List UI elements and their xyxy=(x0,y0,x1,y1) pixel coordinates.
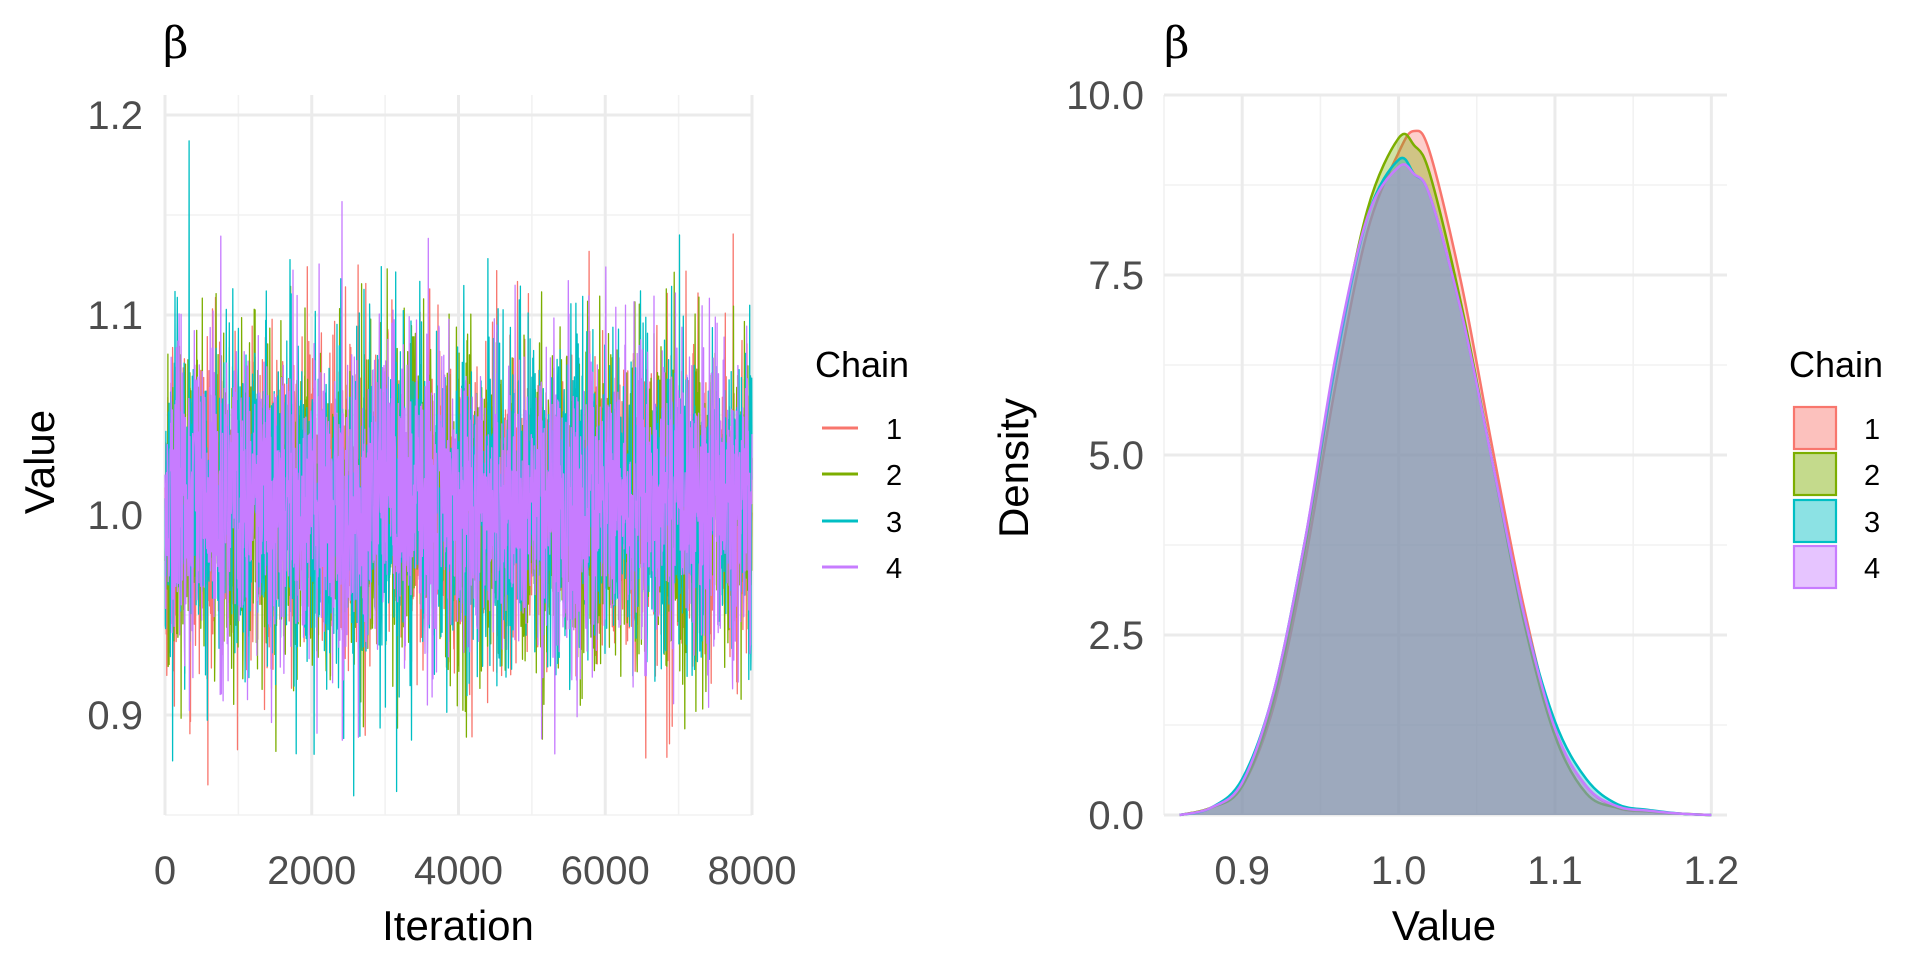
density-area-chain-1 xyxy=(1179,130,1712,816)
density-legend-item-1: 1 xyxy=(1792,405,1880,451)
density-x-tick-label: 1.2 xyxy=(1684,849,1740,893)
density-legend-key-box xyxy=(1792,451,1838,497)
trace-legend-item-1: 1 xyxy=(822,414,902,446)
trace-y-axis-title: Value xyxy=(16,410,63,514)
density-legend-item-4: 4 xyxy=(1792,544,1880,590)
density-y-tick-label: 7.5 xyxy=(1088,254,1144,298)
trace-x-tick-label: 0 xyxy=(154,849,176,893)
density-area-chain-4 xyxy=(1179,164,1712,815)
density-x-axis-title: Value xyxy=(1392,902,1496,949)
trace-plot-title: β xyxy=(163,18,188,69)
trace-line-chain-4 xyxy=(164,200,753,755)
trace-plot-panel: 0.9 1.0 1.1 1.2 0 2000 4000 6000 8000 β Iterati… xyxy=(16,18,909,949)
trace-x-tick-labels: 0 2000 4000 6000 8000 xyxy=(154,849,797,893)
density-plot-panel: 0.0 2.5 5.0 7.5 10.0 0.9 1.0 1.1 1.2 β Value De… xyxy=(990,18,1883,949)
density-x-tick-labels: 0.9 1.0 1.1 1.2 xyxy=(1214,849,1739,893)
trace-x-tick-label: 4000 xyxy=(414,849,503,893)
density-outline-chain-2 xyxy=(1179,132,1712,817)
trace-y-tick-label: 1.2 xyxy=(87,94,143,138)
density-x-tick-label: 0.9 xyxy=(1214,849,1270,893)
density-legend-label: 1 xyxy=(1864,414,1880,446)
trace-legend-title: Chain xyxy=(815,344,909,385)
density-plot-title: β xyxy=(1164,18,1189,69)
density-area-chain-2 xyxy=(1179,133,1712,816)
density-legend-label: 4 xyxy=(1864,553,1880,585)
trace-series-lines xyxy=(164,140,753,797)
density-legend-title: Chain xyxy=(1789,344,1883,385)
density-y-tick-label: 10.0 xyxy=(1066,74,1144,118)
density-x-tick-label: 1.0 xyxy=(1371,849,1427,893)
density-y-tick-label: 5.0 xyxy=(1088,434,1144,478)
density-y-tick-label: 0.0 xyxy=(1088,794,1144,838)
trace-x-tick-label: 8000 xyxy=(708,849,797,893)
density-legend: Chain 1 2 3 4 xyxy=(1789,344,1883,590)
trace-y-tick-label: 1.0 xyxy=(87,494,143,538)
density-legend-key-box xyxy=(1792,498,1838,544)
density-y-axis-title: Density xyxy=(990,398,1037,538)
density-x-tick-label: 1.1 xyxy=(1527,849,1583,893)
trace-legend-item-2: 2 xyxy=(822,460,902,492)
density-outline-chain-4 xyxy=(1179,163,1712,817)
density-series-areas xyxy=(1179,129,1712,817)
density-legend-label: 2 xyxy=(1864,460,1880,492)
trace-x-axis-title: Iteration xyxy=(382,902,534,949)
trace-legend-label: 1 xyxy=(886,414,902,446)
trace-legend-label: 4 xyxy=(886,553,902,585)
trace-legend-item-3: 3 xyxy=(822,507,902,539)
density-y-tick-labels: 0.0 2.5 5.0 7.5 10.0 xyxy=(1066,74,1144,838)
trace-legend-label: 3 xyxy=(886,507,902,539)
density-legend-item-2: 2 xyxy=(1792,451,1880,497)
trace-x-tick-label: 6000 xyxy=(561,849,650,893)
density-legend-item-3: 3 xyxy=(1792,498,1880,544)
density-legend-label: 3 xyxy=(1864,507,1880,539)
trace-y-tick-labels: 0.9 1.0 1.1 1.2 xyxy=(87,94,143,738)
density-area-chain-3 xyxy=(1179,157,1712,815)
trace-legend-item-4: 4 xyxy=(822,553,902,585)
trace-y-tick-label: 1.1 xyxy=(87,294,143,338)
density-y-tick-label: 2.5 xyxy=(1088,614,1144,658)
density-legend-key-box xyxy=(1792,405,1838,451)
trace-legend: Chain 1 2 3 4 xyxy=(815,344,909,585)
trace-legend-label: 2 xyxy=(886,460,902,492)
density-gridlines xyxy=(1163,93,1727,817)
trace-y-tick-label: 0.9 xyxy=(87,694,143,738)
trace-x-tick-label: 2000 xyxy=(267,849,356,893)
density-legend-key-box xyxy=(1792,544,1838,590)
